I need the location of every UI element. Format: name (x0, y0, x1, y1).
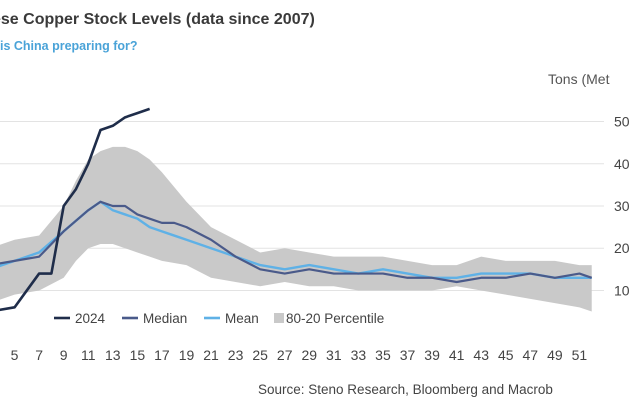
chart-title: ese Copper Stock Levels (data since 2007… (0, 11, 315, 28)
x-tick-label: 35 (375, 347, 391, 363)
x-tick-label: 27 (277, 347, 293, 363)
y-tick-label: 10 (614, 282, 630, 298)
source-note: Source: Steno Research, Bloomberg and Ma… (258, 382, 553, 397)
x-tick-label: 5 (11, 347, 19, 363)
legend-label: Median (143, 311, 187, 326)
x-tick-label: 49 (547, 347, 563, 363)
chart-subtitle: is China preparing for? (0, 39, 138, 53)
x-tick-label: 39 (424, 347, 440, 363)
y-axis-ticks: 10 20 30 40 50 (614, 114, 630, 299)
x-tick-label: 23 (228, 347, 244, 363)
series-lines (0, 107, 593, 312)
x-tick-label: 11 (81, 347, 96, 363)
legend: 2024 Median Mean 80-20 Percentile (54, 311, 384, 326)
series-line-median (0, 200, 593, 284)
x-tick-label: 29 (301, 347, 317, 363)
series-line-2024 (0, 107, 151, 312)
x-tick-label: 37 (400, 347, 416, 363)
legend-swatch (274, 313, 284, 323)
x-tick-label: 19 (179, 347, 195, 363)
x-tick-label: 21 (203, 347, 219, 363)
y-tick-label: 20 (614, 240, 630, 256)
percentile-band (0, 146, 592, 312)
x-tick-label: 51 (572, 347, 588, 363)
y-axis-unit-label: Tons (Met (548, 71, 610, 87)
x-tick-label: 25 (252, 347, 268, 363)
x-tick-label: 15 (130, 347, 146, 363)
legend-label: Mean (225, 311, 259, 326)
x-tick-label: 47 (523, 347, 539, 363)
x-tick-label: 45 (498, 347, 514, 363)
x-tick-label: 33 (351, 347, 367, 363)
y-tick-label: 50 (614, 114, 630, 130)
x-tick-label: 17 (154, 347, 170, 363)
x-axis-ticks: 5 7 9 11 13 15 17 19 21 23 25 27 29 31 33 35 37 39 41 43 45 4… (11, 347, 588, 363)
x-tick-label: 41 (449, 347, 465, 363)
legend-label: 80-20 Percentile (286, 311, 384, 326)
legend-label: 2024 (75, 311, 106, 326)
x-tick-label: 43 (473, 347, 489, 363)
x-tick-label: 7 (35, 347, 43, 363)
x-tick-label: 9 (60, 347, 68, 363)
x-tick-label: 31 (326, 347, 342, 363)
y-tick-label: 30 (614, 198, 630, 214)
percentile-band-area (0, 146, 592, 312)
y-tick-label: 40 (614, 156, 630, 172)
x-tick-label: 13 (105, 347, 121, 363)
